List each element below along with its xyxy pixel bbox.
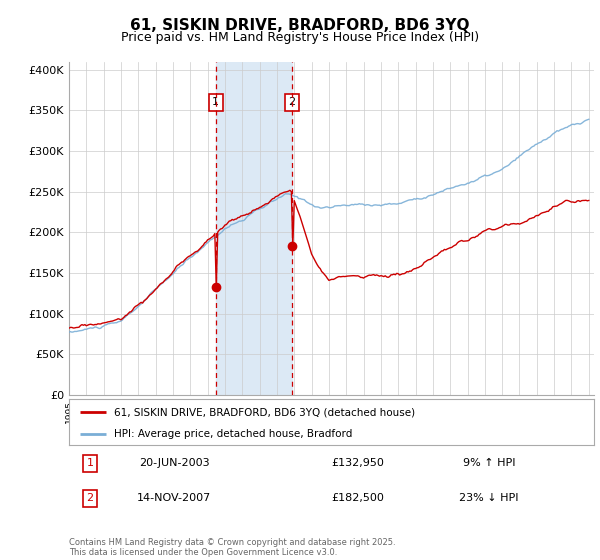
Text: 20-JUN-2003: 20-JUN-2003 — [139, 459, 209, 468]
Text: 61, SISKIN DRIVE, BRADFORD, BD6 3YQ (detached house): 61, SISKIN DRIVE, BRADFORD, BD6 3YQ (det… — [113, 407, 415, 417]
Bar — [216, 62, 292, 395]
Text: 9% ↑ HPI: 9% ↑ HPI — [463, 459, 515, 468]
Text: 14-NOV-2007: 14-NOV-2007 — [137, 493, 211, 503]
Text: 61, SISKIN DRIVE, BRADFORD, BD6 3YQ: 61, SISKIN DRIVE, BRADFORD, BD6 3YQ — [130, 18, 470, 33]
Text: £182,500: £182,500 — [331, 493, 384, 503]
Text: Price paid vs. HM Land Registry's House Price Index (HPI): Price paid vs. HM Land Registry's House … — [121, 31, 479, 44]
Text: 1: 1 — [86, 459, 94, 468]
Text: Contains HM Land Registry data © Crown copyright and database right 2025.
This d: Contains HM Land Registry data © Crown c… — [69, 538, 395, 557]
Text: HPI: Average price, detached house, Bradford: HPI: Average price, detached house, Brad… — [113, 429, 352, 438]
Text: 1: 1 — [212, 97, 219, 107]
Text: 2: 2 — [289, 97, 296, 107]
Text: 23% ↓ HPI: 23% ↓ HPI — [459, 493, 519, 503]
Text: 2: 2 — [86, 493, 94, 503]
Text: £132,950: £132,950 — [331, 459, 384, 468]
